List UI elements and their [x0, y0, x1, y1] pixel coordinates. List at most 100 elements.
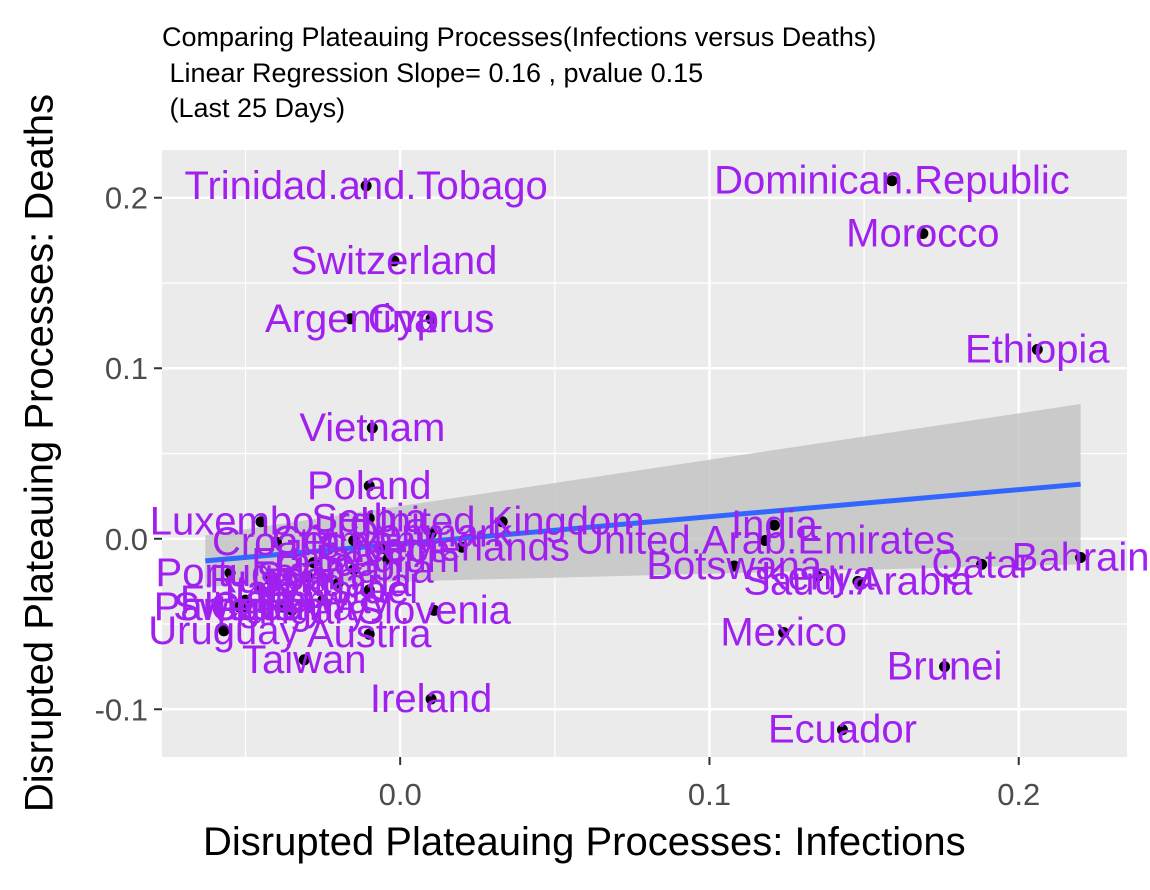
- data-point: [363, 480, 375, 492]
- point-label: Serbia: [311, 496, 427, 540]
- point-label: Qatar: [932, 542, 1032, 586]
- point-label: Ireland: [370, 677, 492, 721]
- y-tick-label: 0.1: [105, 351, 148, 386]
- chart-title-line-3: (Last 25 Days): [162, 93, 346, 123]
- x-tick-label: 0.1: [688, 777, 731, 812]
- data-point: [852, 575, 864, 587]
- point-label: Hungary: [216, 588, 367, 632]
- data-point: [345, 313, 357, 325]
- point-label: Austria: [307, 612, 432, 656]
- point-label: Botswana: [646, 544, 822, 588]
- data-point: [270, 536, 282, 548]
- point-label: Czechia: [210, 585, 355, 629]
- point-label: Ethiopia: [965, 327, 1110, 371]
- point-label: Uruguay: [148, 609, 299, 653]
- point-label: Bahrain: [1012, 536, 1150, 580]
- data-point: [425, 313, 437, 325]
- data-point: [428, 604, 440, 616]
- data-point: [382, 553, 394, 565]
- point-label: Finland: [180, 578, 311, 622]
- point-label: Saudi.Arabia: [743, 559, 973, 603]
- point-label: Sweden: [173, 585, 318, 629]
- y-tick-label: 0.0: [105, 522, 148, 557]
- chart-title-line-2: Linear Regression Slope= 0.16 , pvalue 0…: [162, 58, 704, 88]
- x-tick-label: 0.0: [379, 777, 422, 812]
- data-points: [218, 175, 1087, 736]
- point-label: United.Arab.Emirates: [575, 518, 955, 562]
- x-tick-label: 0.2: [997, 777, 1040, 812]
- x-axis-title: Disrupted Plateauing Processes: Infectio…: [203, 820, 966, 864]
- point-label: Bulgaria: [265, 561, 413, 605]
- point-label: Greece: [319, 527, 450, 571]
- data-point: [332, 577, 344, 589]
- data-point: [317, 594, 329, 606]
- data-point: [224, 567, 236, 579]
- point-label: Morocco: [846, 212, 999, 256]
- point-labels: Trinidad.and.Tobago Dominican.Republic Mor…: [148, 159, 1149, 752]
- data-point: [255, 516, 267, 528]
- data-point: [768, 519, 780, 531]
- data-point: [496, 516, 508, 528]
- data-point: [812, 570, 824, 582]
- data-point: [363, 628, 375, 640]
- data-point: [1075, 552, 1087, 564]
- point-label: Belgium: [316, 537, 461, 581]
- point-label: France: [251, 541, 376, 585]
- y-tick-label: 0.2: [105, 181, 148, 216]
- point-label: Paraguay: [154, 585, 325, 629]
- point-label: Luxembourg: [150, 500, 372, 544]
- point-label: Russia: [209, 558, 332, 602]
- data-point: [233, 601, 245, 613]
- point-label: Norway: [255, 578, 391, 622]
- point-label: Switzerland: [291, 239, 498, 283]
- point-label: Vietnam: [299, 406, 445, 450]
- point-label: Brunei: [887, 645, 1003, 689]
- data-point: [301, 570, 313, 582]
- data-point: [759, 534, 771, 546]
- data-point: [286, 604, 298, 616]
- data-point: [264, 574, 276, 586]
- data-point: [366, 422, 378, 434]
- data-point: [425, 528, 437, 540]
- point-label: Dominican.Republic: [714, 159, 1070, 203]
- point-label: Cyprus: [368, 297, 495, 341]
- data-point: [886, 175, 898, 187]
- data-point: [363, 584, 375, 596]
- point-label: Mexico: [720, 611, 847, 655]
- point-label: Germany: [272, 518, 437, 562]
- data-point: [728, 560, 740, 572]
- point-label: Kenya: [761, 554, 875, 598]
- point-label: Portugal: [156, 551, 305, 595]
- y-axis-ticks: -0.1 0.0 0.1 0.2: [95, 181, 162, 727]
- data-point: [836, 724, 848, 736]
- data-point: [976, 558, 988, 570]
- data-point: [255, 584, 267, 596]
- point-label: India: [731, 503, 818, 547]
- data-point: [425, 693, 437, 705]
- y-tick-label: -0.1: [95, 692, 148, 727]
- data-point: [360, 180, 372, 192]
- point-label: Slovenia: [357, 588, 511, 632]
- regression-line: [205, 481, 1081, 564]
- data-point: [348, 534, 360, 546]
- point-label: Israel: [320, 568, 418, 612]
- data-point: [298, 654, 310, 666]
- point-label: Romania: [274, 547, 435, 591]
- data-point: [778, 627, 790, 639]
- data-point: [456, 541, 468, 553]
- data-point: [277, 601, 289, 613]
- point-label: Poland: [307, 464, 432, 508]
- data-point: [348, 563, 360, 575]
- chart-title-line-1: Comparing Plateauing Processes(Infection…: [162, 22, 877, 52]
- data-point: [218, 625, 230, 637]
- point-label: Trinidad.and.Tobago: [185, 164, 548, 208]
- point-label: Croatia: [212, 520, 342, 564]
- data-point: [363, 512, 375, 524]
- data-point: [308, 557, 320, 569]
- point-label: Italy: [224, 568, 297, 612]
- data-point: [939, 661, 951, 673]
- point-label: Ecuador: [768, 708, 917, 752]
- data-point: [917, 228, 929, 240]
- point-label: Netherlands: [354, 525, 570, 569]
